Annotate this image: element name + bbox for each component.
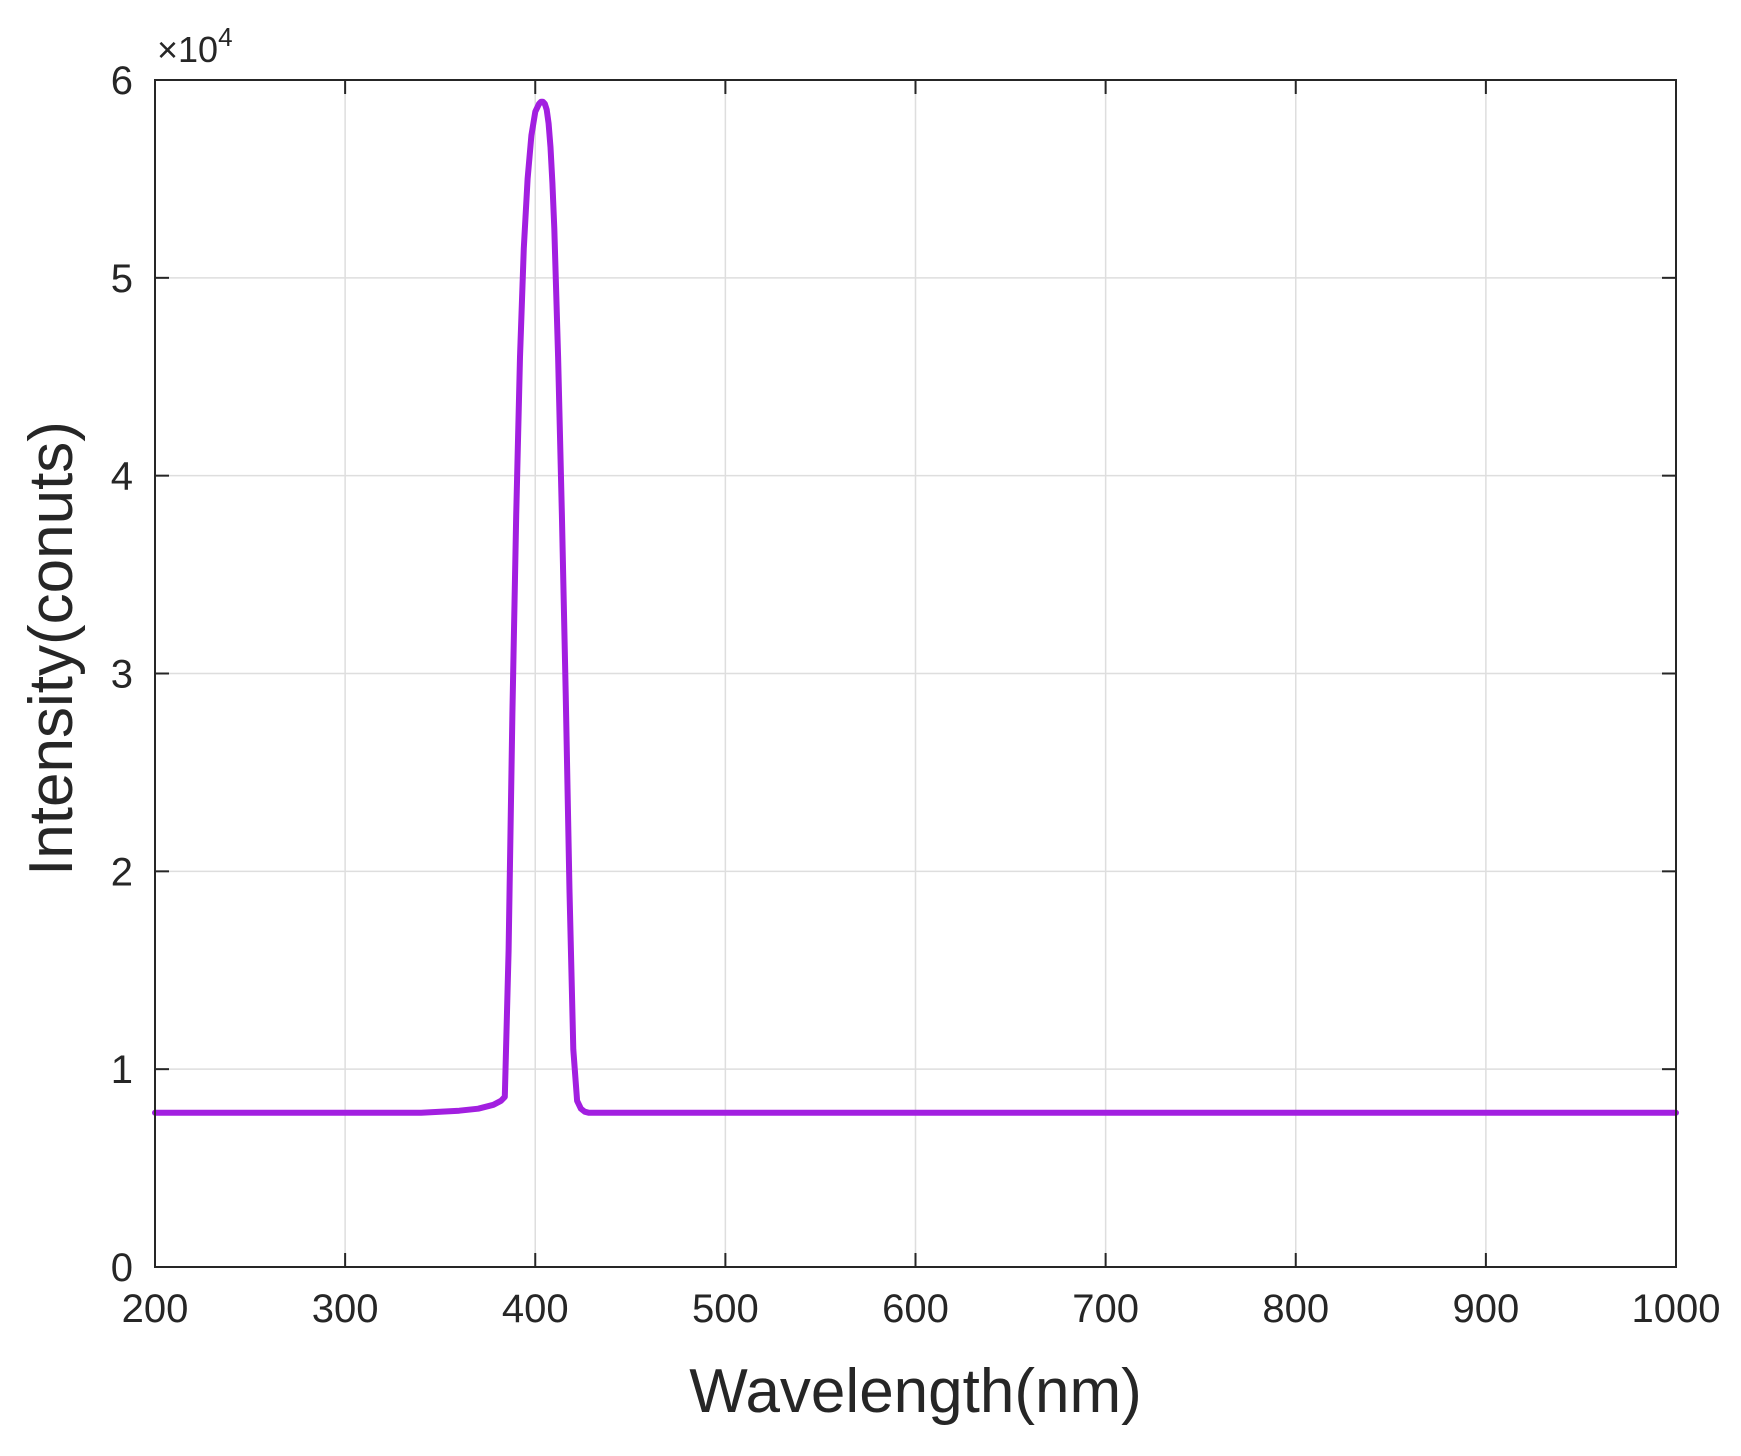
y-axis-label: Intensity(conuts) xyxy=(17,421,86,876)
x-tick-labels: 200 300 400 500 600 700 800 900 1000 xyxy=(122,1287,1721,1331)
x-axis-label: Wavelength(nm) xyxy=(689,1357,1142,1426)
y-axis-exponent-power: 4 xyxy=(218,22,232,52)
series-layer xyxy=(152,98,1679,1116)
x-tick-label: 500 xyxy=(692,1287,759,1331)
y-tick-label: 6 xyxy=(111,59,133,103)
y-tick-label: 1 xyxy=(111,1048,133,1092)
y-axis-exponent: ×104 xyxy=(157,22,233,70)
x-tick-label: 1000 xyxy=(1632,1287,1721,1331)
x-tick-label: 200 xyxy=(122,1287,189,1331)
y-tick-label: 3 xyxy=(111,653,133,697)
x-tick-label: 300 xyxy=(312,1287,379,1331)
spectrum-line xyxy=(152,98,1679,1116)
plot-frame xyxy=(154,79,1677,1268)
y-tick-label: 2 xyxy=(111,850,133,894)
y-tick-label: 0 xyxy=(111,1246,133,1290)
y-tick-label: 4 xyxy=(111,455,133,499)
x-tick-label: 400 xyxy=(502,1287,569,1331)
grid-lines xyxy=(155,80,1676,1267)
x-tick-label: 700 xyxy=(1072,1287,1139,1331)
y-tick-label: 5 xyxy=(111,257,133,301)
x-tick-label: 900 xyxy=(1453,1287,1520,1331)
x-tick-label: 800 xyxy=(1262,1287,1329,1331)
x-tick-label: 600 xyxy=(882,1287,949,1331)
y-axis-exponent-prefix: ×10 xyxy=(157,29,218,70)
y-tick-labels: 0 1 2 3 4 5 6 xyxy=(111,59,133,1290)
